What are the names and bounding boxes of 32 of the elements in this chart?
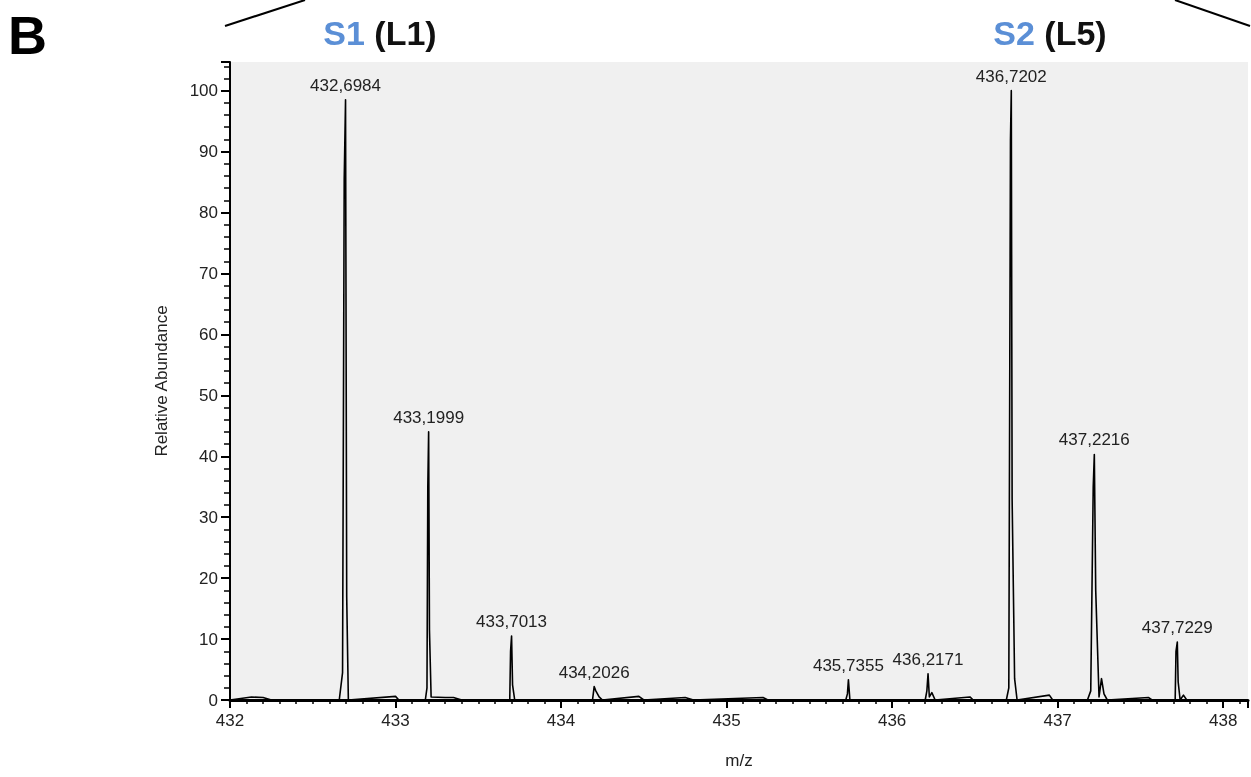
y-tick-label: 70	[199, 263, 218, 283]
x-tick-label: 438	[1208, 711, 1238, 730]
y-tick-label: 50	[199, 385, 218, 405]
annotation: 434,2026	[558, 662, 630, 682]
x-tick-label: 435	[712, 711, 741, 730]
x-tick-label: 437	[1043, 711, 1072, 730]
y-tick-label: 20	[199, 568, 218, 588]
annotation: 437,2216	[1058, 430, 1130, 450]
text: S1 (L1)	[323, 14, 437, 52]
x-tick-label: 434	[546, 711, 576, 730]
x-tick-label: 436	[877, 711, 907, 730]
annotation: 437,7229	[1141, 618, 1213, 638]
annotation: 432,6984	[310, 75, 381, 95]
y-tick-label: 100	[189, 81, 218, 101]
annotation: 436,2171	[892, 649, 964, 669]
y-tick-label: 10	[199, 629, 218, 649]
y-tick-label: 40	[199, 446, 218, 466]
y-tick-label: 60	[199, 324, 218, 344]
x-tick-label: 432	[215, 711, 245, 730]
text: S2 (L5)	[993, 14, 1107, 52]
annotation: 435,7355	[812, 655, 884, 675]
annotation: 433,1999	[393, 407, 465, 427]
text: B	[8, 5, 47, 65]
x-tick-label: 433	[381, 711, 410, 730]
y-tick-label: 0	[208, 690, 218, 710]
y-tick-label: 90	[199, 142, 218, 162]
annotation: 433,7013	[476, 612, 548, 632]
y-tick-label: 80	[199, 203, 218, 223]
y-axis-title: Relative Abundance	[152, 305, 171, 457]
y-tick-label: 30	[199, 507, 218, 527]
annotation: 436,7202	[975, 66, 1047, 86]
x-axis-title: m/z	[725, 751, 753, 770]
